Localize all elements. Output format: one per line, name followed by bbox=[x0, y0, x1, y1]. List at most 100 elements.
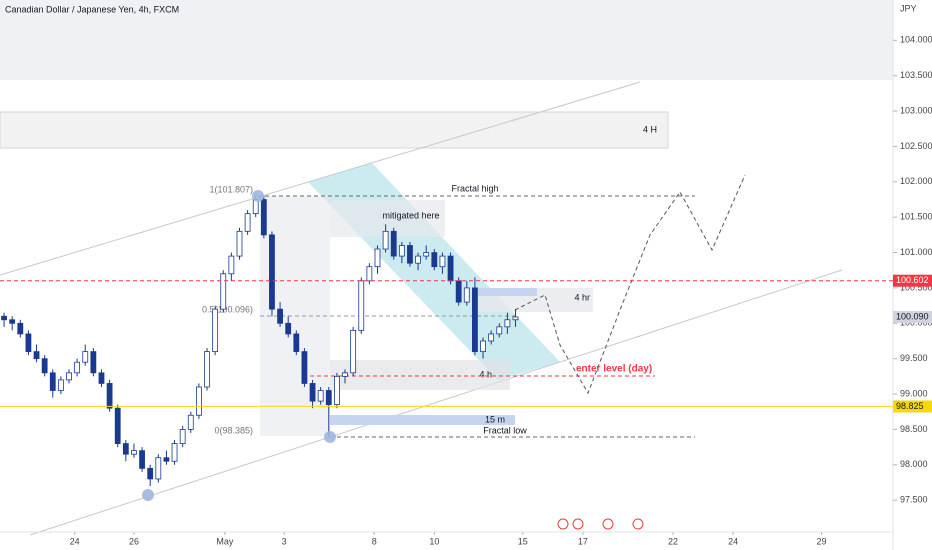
candle-body bbox=[488, 333, 495, 342]
x-tick-label: 29 bbox=[817, 536, 827, 546]
event-icon[interactable] bbox=[557, 518, 569, 530]
level-tag bbox=[893, 274, 932, 287]
y-tick-label: 102.000 bbox=[900, 176, 932, 186]
candle-body bbox=[439, 255, 446, 268]
x-tick-label: 3 bbox=[282, 536, 287, 546]
candle-body bbox=[195, 386, 202, 416]
candle-body bbox=[1, 315, 7, 321]
y-tick-label: 101.000 bbox=[900, 247, 932, 257]
upper-zone bbox=[0, 0, 893, 80]
candle-body bbox=[179, 429, 186, 444]
y-tick-label: 104.000 bbox=[900, 35, 932, 45]
candle-body bbox=[398, 245, 405, 257]
event-icon[interactable] bbox=[602, 518, 614, 530]
candle-body bbox=[366, 266, 373, 282]
candle-body bbox=[155, 457, 162, 480]
candle-body bbox=[301, 351, 308, 384]
candle-body bbox=[131, 450, 137, 455]
candle-body bbox=[49, 372, 56, 391]
candle-body bbox=[285, 322, 292, 335]
zone-4h bbox=[0, 111, 669, 149]
projection bbox=[514, 174, 746, 395]
candle-body bbox=[293, 333, 300, 353]
candle-body bbox=[382, 230, 389, 250]
candle-body bbox=[334, 375, 340, 406]
candle-body bbox=[480, 340, 486, 353]
y-tick-label: 103.000 bbox=[900, 105, 932, 115]
annotation: 4 h bbox=[479, 369, 492, 379]
candle-body bbox=[25, 333, 32, 353]
level-label: 100.602 bbox=[896, 275, 929, 285]
candle-body bbox=[228, 255, 235, 275]
candle-body bbox=[147, 467, 154, 480]
candles bbox=[1, 195, 519, 487]
x-tick-label: 24 bbox=[70, 536, 80, 546]
y-tick-label: 97.500 bbox=[900, 495, 928, 505]
annotation: Fractal high bbox=[451, 183, 498, 193]
annotation: enter level (day) bbox=[576, 364, 652, 375]
zone-4hr-fill bbox=[475, 288, 537, 296]
candle-body bbox=[407, 245, 413, 264]
candle-body bbox=[163, 457, 170, 462]
candle-body bbox=[496, 326, 503, 335]
candle-body bbox=[260, 199, 267, 236]
candle-body bbox=[358, 280, 365, 331]
candle-body bbox=[212, 308, 219, 353]
level-label: 98.825 bbox=[896, 401, 924, 411]
candle-body bbox=[74, 361, 81, 374]
x-tick-label: May bbox=[216, 536, 234, 546]
zone-15m bbox=[330, 415, 515, 425]
candle-body bbox=[17, 322, 24, 335]
y-tick-label: 100.500 bbox=[900, 282, 932, 292]
annotation: 0(98.385) bbox=[214, 425, 253, 435]
candle-body bbox=[455, 280, 462, 303]
x-tick-label: 17 bbox=[578, 536, 588, 546]
pivot-marker bbox=[252, 190, 264, 202]
candle-body bbox=[122, 443, 129, 455]
candle-body bbox=[139, 450, 145, 469]
chart-title: Canadian Dollar / Japanese Yen, 4h, FXCM bbox=[5, 4, 179, 14]
level-label: 100.090 bbox=[896, 311, 929, 321]
candle-body bbox=[350, 329, 357, 374]
channel-lower bbox=[29, 269, 843, 536]
candle-body bbox=[90, 351, 97, 374]
candle-body bbox=[423, 252, 430, 257]
event-icon[interactable] bbox=[632, 518, 644, 530]
candle-body bbox=[390, 230, 397, 257]
candle-body bbox=[447, 255, 454, 282]
pivot-marker bbox=[324, 431, 336, 443]
level-tag bbox=[893, 310, 932, 323]
candle-body bbox=[269, 234, 275, 310]
candle-body bbox=[325, 390, 332, 406]
candle-body bbox=[431, 252, 438, 268]
candle-body bbox=[504, 319, 511, 328]
candle-body bbox=[204, 351, 210, 388]
candle-body bbox=[220, 273, 227, 310]
y-tick-label: 98.000 bbox=[900, 459, 928, 469]
level-tag bbox=[893, 400, 932, 413]
y-tick-label: 99.500 bbox=[900, 353, 928, 363]
candle-body bbox=[277, 308, 283, 324]
annotation: 1(101.807) bbox=[209, 184, 253, 194]
candle-body bbox=[33, 351, 40, 360]
annotation: 15 m bbox=[485, 414, 505, 424]
mitigated-zone bbox=[330, 200, 445, 237]
candle-body bbox=[57, 379, 64, 391]
x-tick-label: 22 bbox=[668, 536, 678, 546]
candle-body bbox=[41, 358, 48, 374]
zone-label: 4 H bbox=[643, 124, 657, 134]
y-tick-label: 99.000 bbox=[900, 388, 928, 398]
candle-body bbox=[114, 407, 121, 444]
event-icon[interactable] bbox=[572, 518, 584, 530]
candle-body bbox=[309, 383, 316, 402]
y-tick-label: 103.500 bbox=[900, 70, 932, 80]
x-tick-label: 10 bbox=[429, 536, 439, 546]
candle-body bbox=[106, 383, 113, 409]
annotation: mitigated here bbox=[382, 210, 439, 220]
currency: JPY bbox=[900, 3, 917, 13]
y-tick-label: 102.500 bbox=[900, 141, 932, 151]
pivot-marker bbox=[142, 489, 154, 501]
candle-body bbox=[415, 255, 421, 264]
candle-body bbox=[342, 372, 348, 377]
